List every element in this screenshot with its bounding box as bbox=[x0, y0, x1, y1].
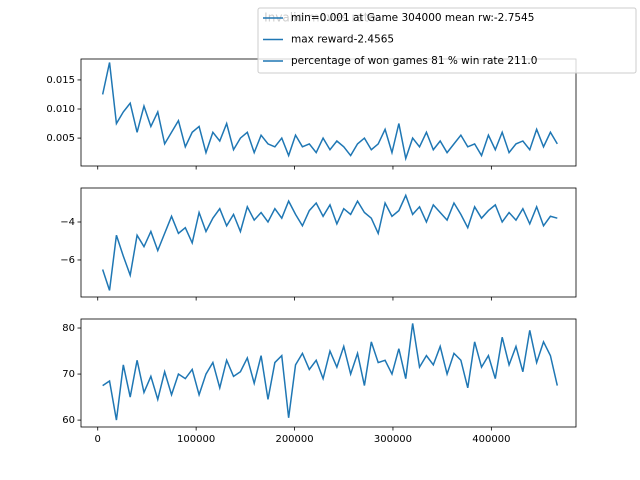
legend-label: percentage of won games 81 % win rate 21… bbox=[291, 55, 537, 67]
y-tick-label: 0.015 bbox=[46, 75, 75, 86]
legend-label: min=0.001 at Game 304000 mean rw:-2.7545 bbox=[291, 12, 534, 24]
y-tick-label: 60 bbox=[62, 415, 75, 426]
line-series bbox=[102, 323, 559, 421]
legend-box bbox=[257, 7, 637, 74]
x-tick-label: 0 bbox=[95, 434, 101, 445]
y-tick-label: 70 bbox=[62, 369, 75, 380]
y-tick-label: −4 bbox=[60, 217, 75, 228]
y-tick-label: 0.005 bbox=[46, 133, 75, 144]
x-tick-label: 300000 bbox=[374, 434, 412, 445]
x-tick-label: 100000 bbox=[177, 434, 215, 445]
axes-frame bbox=[80, 318, 577, 428]
x-tick-label: 400000 bbox=[472, 434, 510, 445]
y-tick-label: −6 bbox=[60, 255, 75, 266]
x-tick-label: 200000 bbox=[275, 434, 313, 445]
line-series bbox=[101, 193, 558, 291]
y-tick-label: 80 bbox=[62, 323, 75, 334]
legend-label: max reward-2.4565 bbox=[291, 34, 394, 46]
y-tick-label: 0.010 bbox=[46, 104, 75, 115]
axes-frame bbox=[80, 187, 577, 298]
line-series bbox=[101, 62, 558, 162]
